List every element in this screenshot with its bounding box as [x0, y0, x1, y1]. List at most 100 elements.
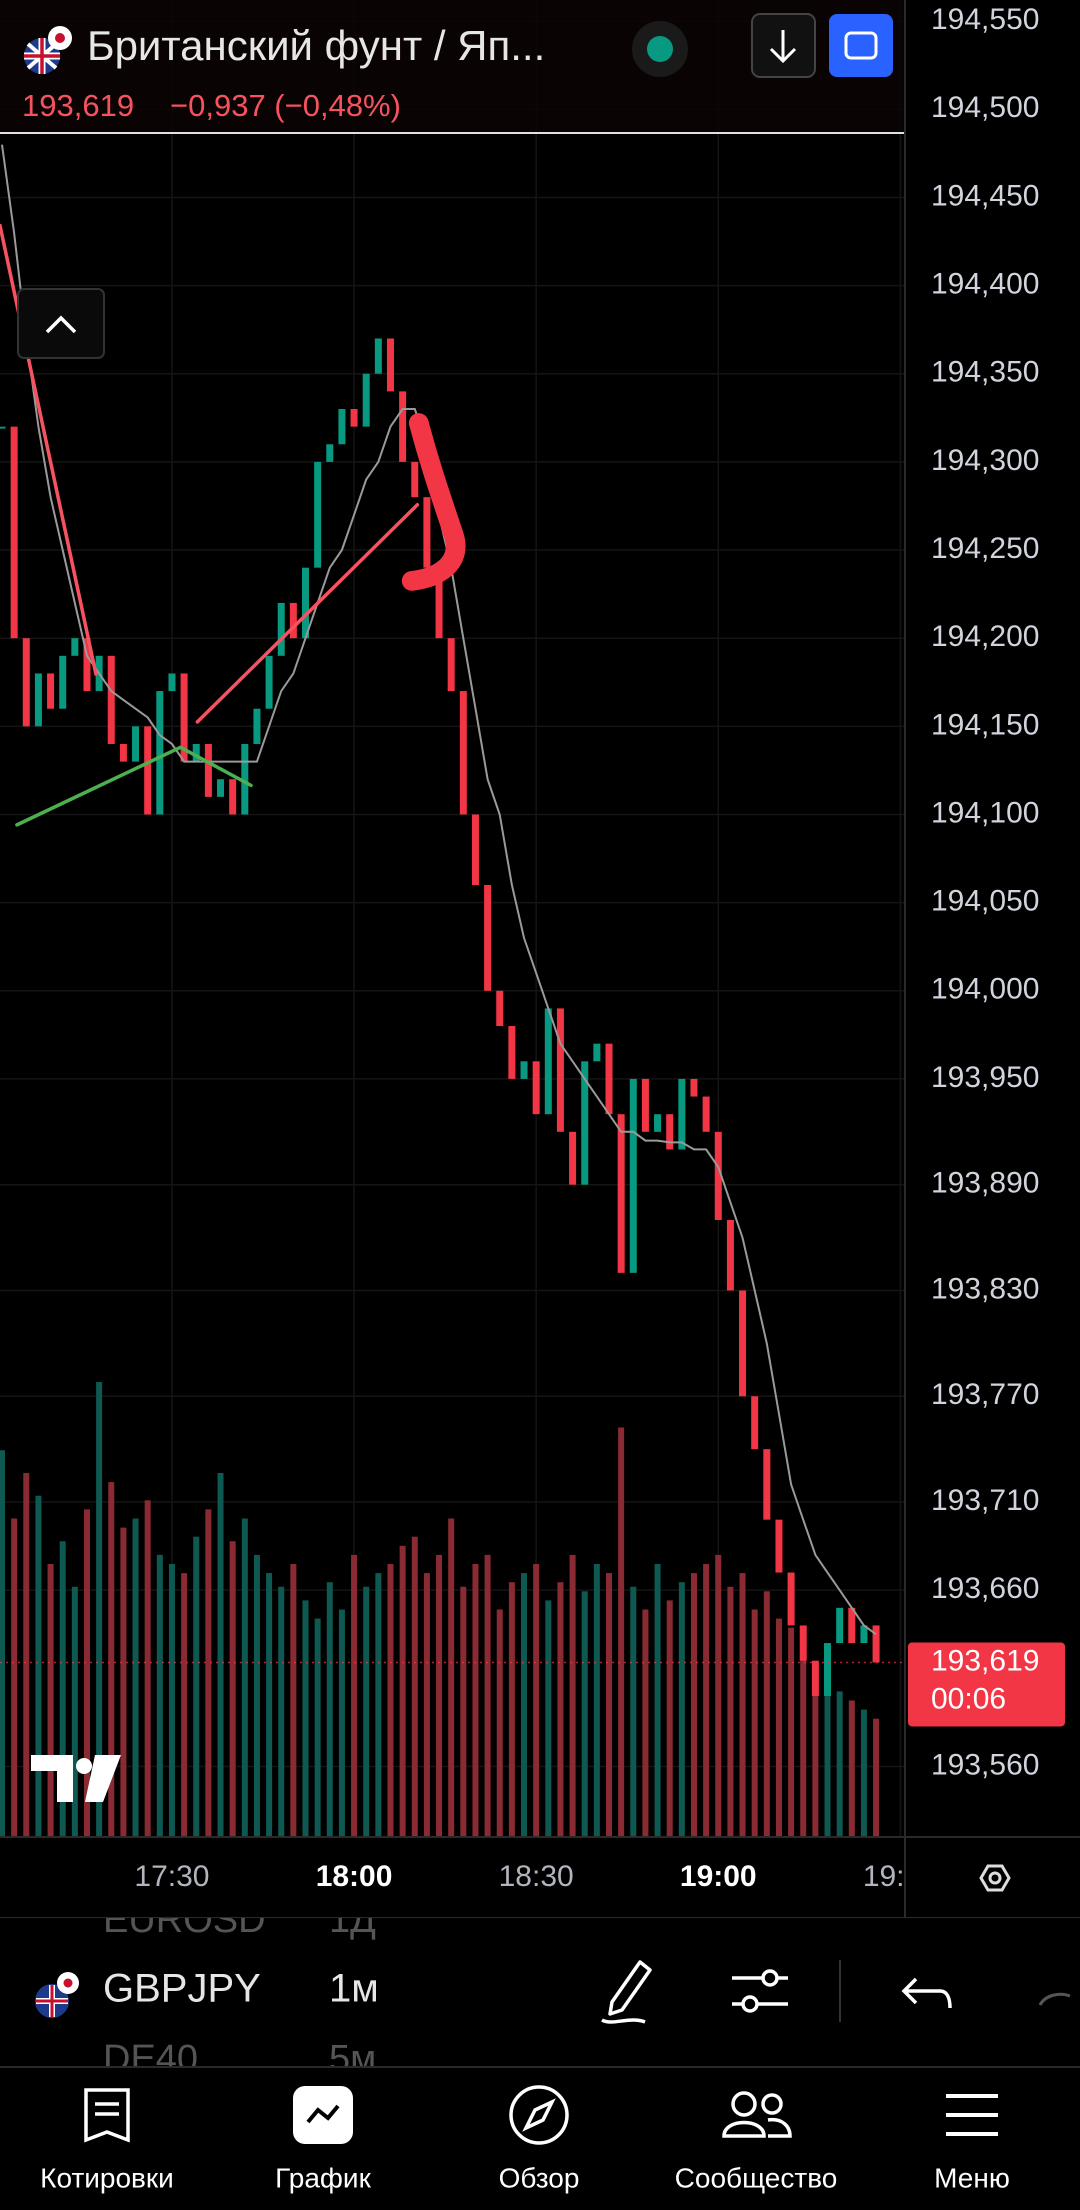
- volume-bar: [484, 1554, 491, 1837]
- candle-body: [848, 1607, 856, 1644]
- nav-icon[interactable]: [84, 2088, 130, 2143]
- candle-body: [241, 743, 249, 815]
- price-tag-label: 193,619: [931, 1644, 1039, 1677]
- candle-body: [569, 1131, 577, 1185]
- candle-body: [386, 338, 394, 392]
- volume-bar: [678, 1582, 685, 1837]
- candle-body: [314, 461, 322, 568]
- volume-bar: [423, 1573, 430, 1837]
- price-tag-bg: [908, 1642, 1065, 1727]
- volume-bar: [788, 1627, 795, 1837]
- y-tick-label: 194,250: [931, 532, 1039, 565]
- nav-icon[interactable]: [722, 2091, 792, 2138]
- y-tick-label: 194,450: [931, 179, 1039, 212]
- nav-label[interactable]: График: [275, 2162, 371, 2193]
- volume-bar: [593, 1564, 600, 1837]
- download-button[interactable]: [751, 13, 816, 78]
- y-tick-label: 194,350: [931, 356, 1039, 389]
- volume-bar: [0, 1450, 5, 1837]
- symbol-option[interactable]: EUROSD: [103, 1899, 266, 1941]
- nav-icon[interactable]: [509, 2085, 569, 2145]
- volume-bar: [654, 1564, 661, 1837]
- candle-body: [799, 1625, 807, 1661]
- fullscreen-button[interactable]: [829, 14, 893, 77]
- volume-bar: [302, 1600, 309, 1837]
- volume-bar: [606, 1573, 612, 1837]
- volume-bar: [229, 1541, 236, 1837]
- interval-option[interactable]: 1Д: [329, 1899, 376, 1941]
- symbol-selector[interactable]: GBPJPY: [103, 1967, 261, 2011]
- volume-bar: [642, 1609, 649, 1837]
- volume-bar: [496, 1609, 503, 1837]
- candle-body: [593, 1043, 601, 1062]
- candle-body: [763, 1449, 771, 1520]
- x-tick-label: 18:30: [499, 1860, 574, 1893]
- candle-body: [629, 1078, 637, 1273]
- y-tick-label: 194,300: [931, 444, 1039, 477]
- tv-logo: [31, 1755, 121, 1802]
- candle-body: [811, 1660, 819, 1696]
- x-tick-label: 19:30: [863, 1860, 938, 1893]
- y-tick-label: 194,000: [931, 973, 1039, 1006]
- toolbar: EUROSD 1Д DE40 5м: [0, 1899, 1080, 2080]
- volume-bar: [241, 1518, 248, 1837]
- price-axis: 194,550 194,500 194,450 194,400 194,350 194,3…: [931, 3, 1039, 1781]
- y-tick-label: 194,100: [931, 796, 1039, 829]
- volume-bar: [666, 1600, 673, 1837]
- candle-body: [520, 1061, 528, 1079]
- interval-selector[interactable]: 1м: [329, 1967, 379, 2011]
- candle-body: [423, 497, 431, 568]
- candle-body: [338, 409, 346, 445]
- axis-settings[interactable]: [979, 1864, 1011, 1892]
- candle-body: [144, 726, 152, 815]
- candle-body: [107, 655, 115, 744]
- volume-bar: [326, 1582, 333, 1837]
- candle-body: [47, 673, 55, 709]
- volume-bar: [290, 1564, 297, 1837]
- nav-label[interactable]: Котировки: [40, 2162, 174, 2193]
- candle-body: [496, 990, 504, 1027]
- flag-small: [35, 1972, 79, 2018]
- market-status: [647, 36, 673, 62]
- volume-bar: [860, 1709, 867, 1837]
- interval-option[interactable]: 5м: [329, 2038, 376, 2080]
- volume-bar: [168, 1564, 175, 1837]
- volume-bar: [59, 1541, 66, 1837]
- time-axis: 17:30 18:00 18:30 19:00 19:30: [134, 1860, 938, 1893]
- volume-bar: [824, 1664, 831, 1837]
- volume-bar: [533, 1564, 540, 1837]
- candle-body: [435, 567, 443, 639]
- volume-bar: [836, 1691, 843, 1837]
- nav-icon[interactable]: [946, 2094, 998, 2136]
- nav-label[interactable]: Меню: [934, 2162, 1010, 2193]
- symbol-option[interactable]: DE40: [103, 2038, 198, 2080]
- candle-body: [180, 673, 188, 762]
- volume-bar: [460, 1586, 467, 1837]
- draw-tool[interactable]: [601, 1960, 652, 2024]
- candle-body: [119, 743, 127, 762]
- y-tick-label: 194,200: [931, 620, 1039, 653]
- price-pane: [0, 144, 905, 1696]
- volume-pane: [0, 1382, 880, 1837]
- candle-body: [544, 1008, 552, 1115]
- candle-body: [787, 1572, 795, 1626]
- candle-body: [471, 814, 479, 886]
- volume-bar: [521, 1573, 528, 1837]
- volume-bar: [205, 1509, 212, 1837]
- nav-label[interactable]: Обзор: [499, 2162, 580, 2193]
- undo-tool[interactable]: [901, 1977, 952, 2009]
- volume-bar: [411, 1536, 418, 1837]
- indicators-tool[interactable]: [732, 1969, 788, 2013]
- nav-label[interactable]: Сообщество: [675, 2162, 838, 2193]
- y-tick-label: 194,400: [931, 268, 1039, 301]
- collapse-button[interactable]: [17, 288, 105, 359]
- redo-tool[interactable]: [1038, 1992, 1071, 2006]
- candle-body: [229, 779, 237, 815]
- nav-icon[interactable]: [293, 2086, 353, 2144]
- candle-body: [399, 391, 407, 462]
- y-tick-label: 193,710: [931, 1484, 1039, 1517]
- candle-body: [617, 1114, 625, 1273]
- volume-bar: [448, 1518, 455, 1837]
- flag: [24, 26, 72, 74]
- volume-bar: [569, 1554, 576, 1837]
